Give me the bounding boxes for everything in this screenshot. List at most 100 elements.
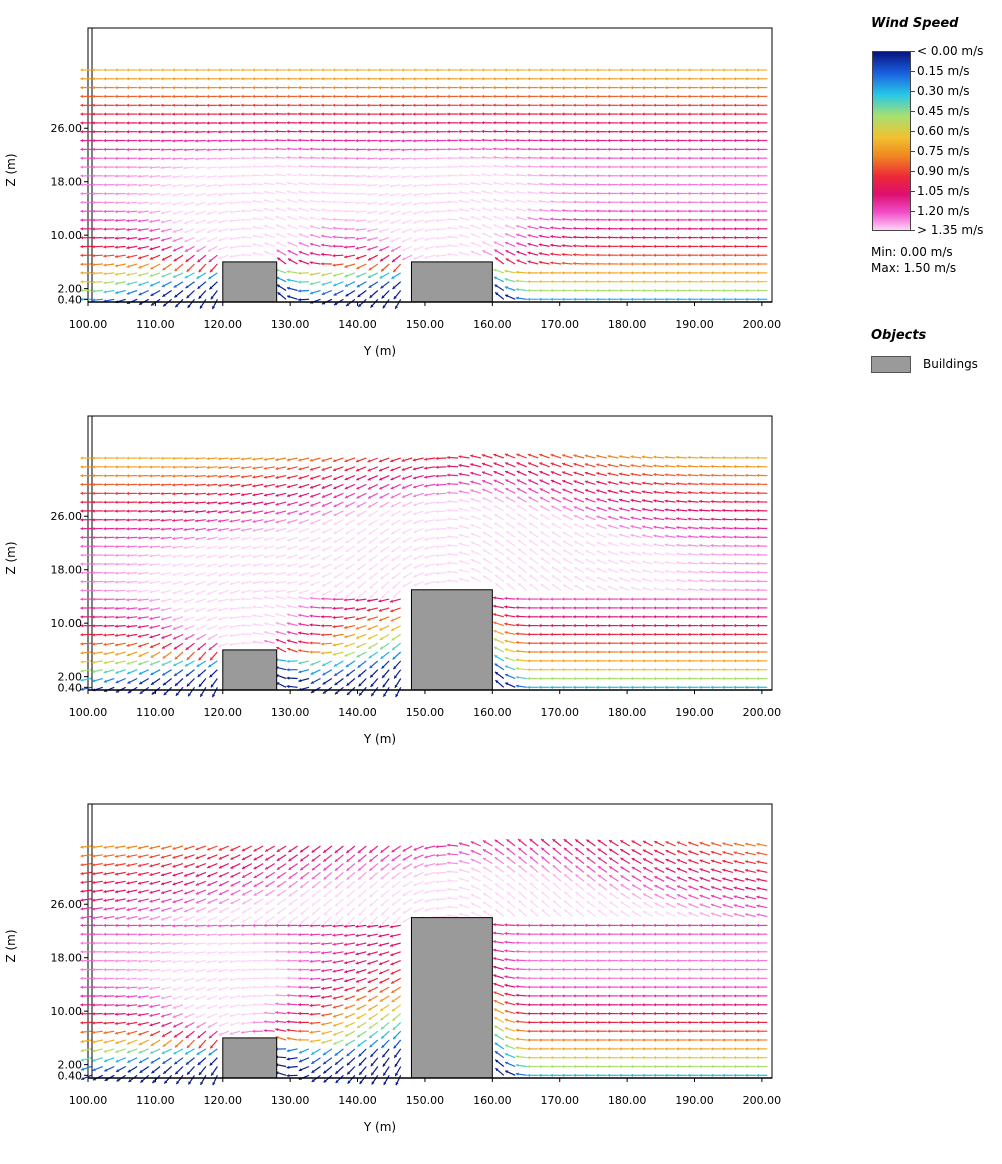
wind-vector-head <box>160 166 164 170</box>
wind-vector-head <box>355 94 359 99</box>
wind-vector-head <box>80 553 84 557</box>
wind-vector-head <box>618 183 622 187</box>
wind-vector-head <box>550 234 554 239</box>
wind-vector-head <box>378 139 381 143</box>
wind-panel-2: 0.40 2.00 10.00 18.00 26.00 100.00 110.00 120.0… <box>0 388 860 748</box>
wind-vector-head <box>195 546 199 550</box>
wind-vector-head <box>356 284 360 288</box>
wind-vector-head <box>664 103 668 107</box>
wind-vector-head <box>699 138 702 143</box>
wind-vector-head <box>584 174 588 178</box>
wind-vector-head <box>676 165 679 169</box>
wind-vector-head <box>584 685 588 689</box>
wind-vector-head <box>561 280 565 284</box>
wind-vector-head <box>527 597 530 601</box>
wind-vector-head <box>607 244 611 248</box>
wind-vector-head <box>91 298 95 302</box>
wind-vector-head <box>195 166 198 170</box>
wind-vector-head <box>184 609 188 613</box>
wind-vector-head <box>527 297 530 301</box>
wind-vector-head <box>527 68 530 72</box>
wind-vector-head <box>183 573 187 577</box>
wind-vector-head <box>378 229 382 233</box>
wind-vector-head <box>710 77 714 81</box>
wind-vector-head <box>641 235 645 240</box>
wind-vector-head <box>126 103 129 107</box>
wind-vector-head <box>744 244 748 248</box>
wind-vector-head <box>240 156 244 160</box>
wind-vector-head <box>744 209 748 213</box>
wind-vector-head <box>206 193 210 197</box>
wind-vector-head <box>137 192 141 196</box>
wind-vector-head <box>218 564 222 568</box>
wind-vector-head <box>275 85 278 90</box>
wind-vector-head <box>756 209 759 213</box>
x-tick-label: 150.00 <box>406 318 445 331</box>
wind-vector-head <box>699 641 702 645</box>
wind-vector-head <box>527 668 530 672</box>
wind-vector-head <box>114 121 118 125</box>
wind-vector-head <box>218 537 222 541</box>
wind-vector-head <box>424 237 428 242</box>
wind-vector-head <box>687 138 691 143</box>
wind-vector-head <box>744 165 748 169</box>
wind-vector-head <box>298 556 302 560</box>
wind-vector-head <box>756 77 759 81</box>
wind-vector-head <box>721 271 725 275</box>
wind-vector-head <box>573 676 576 681</box>
wind-vector-head <box>641 262 645 266</box>
wind-vector-head <box>424 192 428 197</box>
wind-vector-head <box>413 220 417 224</box>
wind-vector-head <box>494 284 498 288</box>
wind-vector-head <box>91 624 95 628</box>
wind-vector-head <box>332 652 336 656</box>
wind-vector-head <box>390 239 394 243</box>
wind-vector-head <box>321 624 324 628</box>
wind-vector-head <box>368 558 372 562</box>
wind-vector-head <box>229 139 233 143</box>
wind-vector-head <box>710 561 714 565</box>
wind-vector-head <box>721 288 725 293</box>
wind-vector-head <box>332 191 336 195</box>
wind-vector-head <box>172 608 176 612</box>
wind-vector-head <box>447 165 450 169</box>
wind-vector-head <box>126 616 130 620</box>
wind-vector-head <box>561 156 565 160</box>
wind-vector-head <box>332 103 336 107</box>
wind-vector-head <box>494 663 498 667</box>
wind-vector-head <box>538 217 542 221</box>
wind-vector-head <box>332 625 336 629</box>
wind-vector-head <box>390 609 394 613</box>
x-tick-label: 130.00 <box>271 318 310 331</box>
wind-vector-head <box>367 617 371 621</box>
wind-vector-head <box>744 156 748 160</box>
wind-vector-head <box>573 182 576 187</box>
wind-vector-head <box>538 243 542 247</box>
wind-vector-head <box>585 550 589 554</box>
wind-vector-head <box>183 184 187 188</box>
wind-vector-head <box>584 244 588 248</box>
wind-vector-head <box>186 683 190 687</box>
wind-vector-head <box>595 244 599 248</box>
wind-vector-head <box>162 682 167 686</box>
wind-vector-head <box>527 234 531 238</box>
wind-vector-head <box>206 112 210 116</box>
wind-vector-head <box>103 103 106 107</box>
wind-vector-head <box>744 606 748 610</box>
wind-vector-head <box>482 232 486 236</box>
wind-vector-head <box>275 555 279 559</box>
wind-vector-head <box>321 147 324 151</box>
wind-vector-head <box>618 147 622 151</box>
wind-vector-head <box>435 68 439 72</box>
wind-vector-head <box>183 86 187 90</box>
wind-vector-head <box>687 543 691 547</box>
wind-vector-head <box>630 623 633 628</box>
wind-vector-head <box>494 646 498 650</box>
wind-vector-head <box>733 191 737 196</box>
wind-vector-head <box>687 570 691 574</box>
wind-vector-head <box>756 685 759 689</box>
wind-vector-head <box>619 542 623 546</box>
wind-vector-head <box>207 582 211 586</box>
wind-vector-head <box>173 284 177 288</box>
wind-vector-head <box>687 280 691 284</box>
